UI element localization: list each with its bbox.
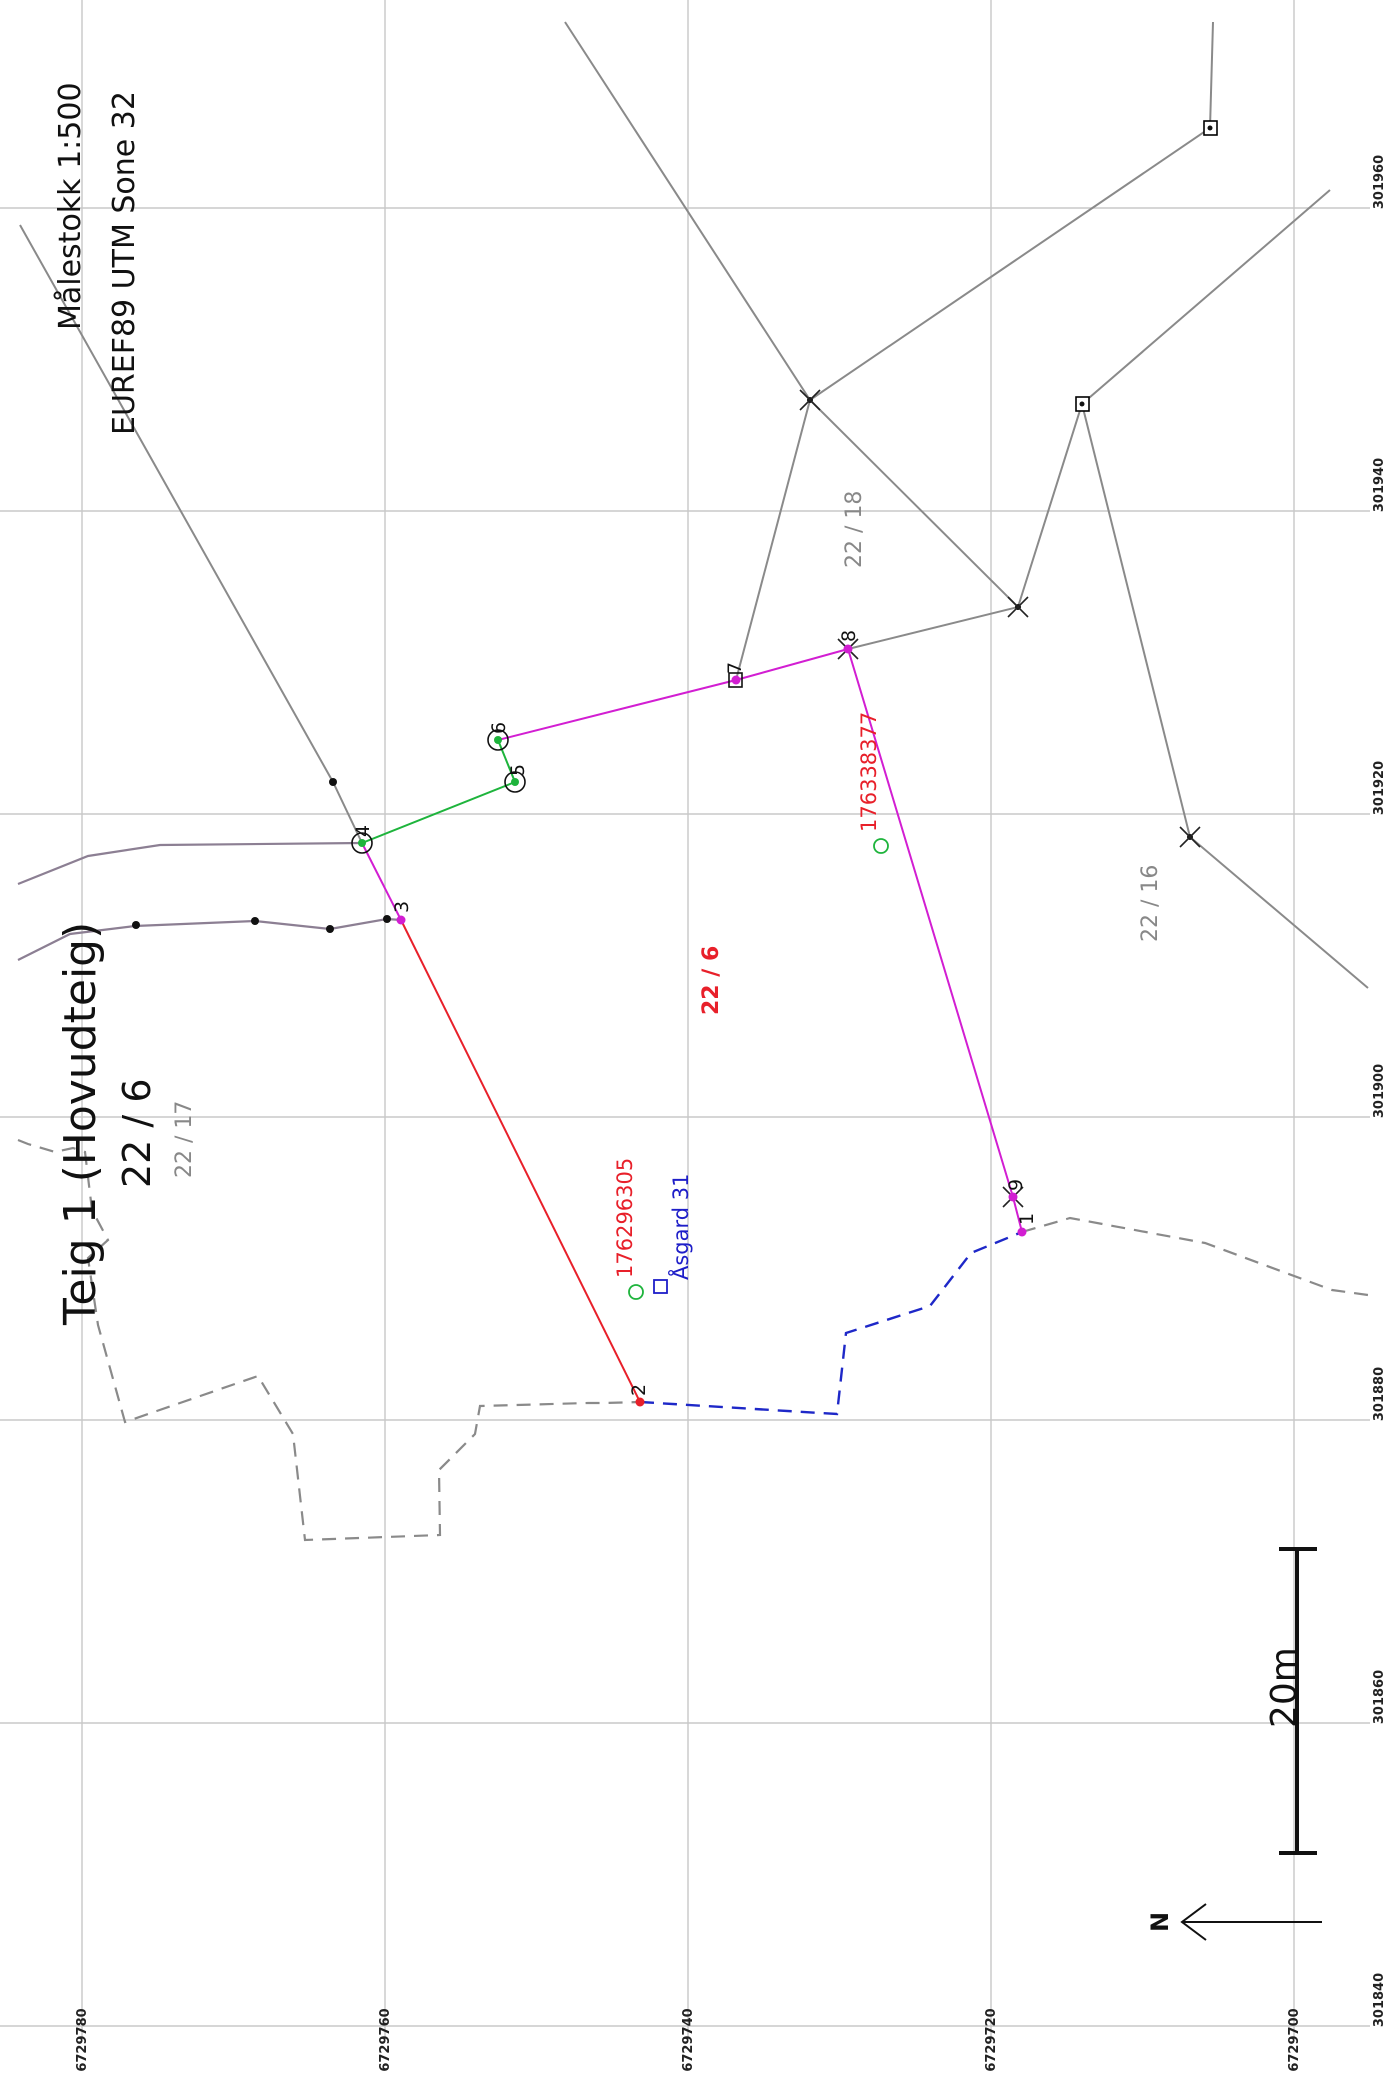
northing-label: 6729740 (681, 2008, 696, 2071)
parcel-label-neighbour: 22 / 16 (1138, 865, 1163, 942)
point-number: 7 (724, 662, 746, 674)
crs-label: EUREF89 UTM Sone 32 (107, 91, 142, 435)
point-number: 6 (488, 722, 510, 734)
address-label: Åsgard 31 (667, 1174, 693, 1281)
easting-label: 301860 (1372, 1670, 1387, 1724)
parcel-label-main: 22 / 6 (699, 946, 724, 1015)
easting-label: 301920 (1372, 761, 1387, 815)
scale-bar-label: 20m (1264, 1647, 1305, 1728)
scale-label: Målestokk 1:500 (53, 82, 88, 330)
northing-label: 6729720 (984, 2008, 999, 2071)
point-number: 3 (391, 901, 413, 913)
point-number: 4 (352, 825, 374, 837)
easting-label: 301840 (1372, 1973, 1387, 2027)
point-number: 9 (1005, 1179, 1027, 1191)
parcel-number: 22 / 6 (115, 1079, 159, 1189)
parcel-label-neighbour: 22 / 17 (172, 1101, 197, 1178)
northing-label: 6729780 (75, 2008, 90, 2071)
northing-label: 6729700 (1287, 2008, 1302, 2071)
point-number: 5 (507, 764, 529, 776)
northing-label: 6729760 (378, 2008, 393, 2071)
easting-label: 301960 (1372, 155, 1387, 209)
building-id: 176296305 (613, 1158, 637, 1278)
easting-label: 301880 (1372, 1367, 1387, 1421)
point-number: 1 (1016, 1213, 1038, 1225)
point-number: 8 (838, 630, 860, 642)
parcel-label-neighbour: 22 / 18 (842, 491, 867, 568)
easting-label: 301900 (1372, 1064, 1387, 1118)
map-title: Teig 1 (Hovudteig) (55, 922, 106, 1326)
north-label: N (1146, 1912, 1174, 1932)
easting-label: 301940 (1372, 458, 1387, 512)
building-id: 176338377 (857, 712, 881, 832)
point-number: 2 (628, 1384, 650, 1396)
